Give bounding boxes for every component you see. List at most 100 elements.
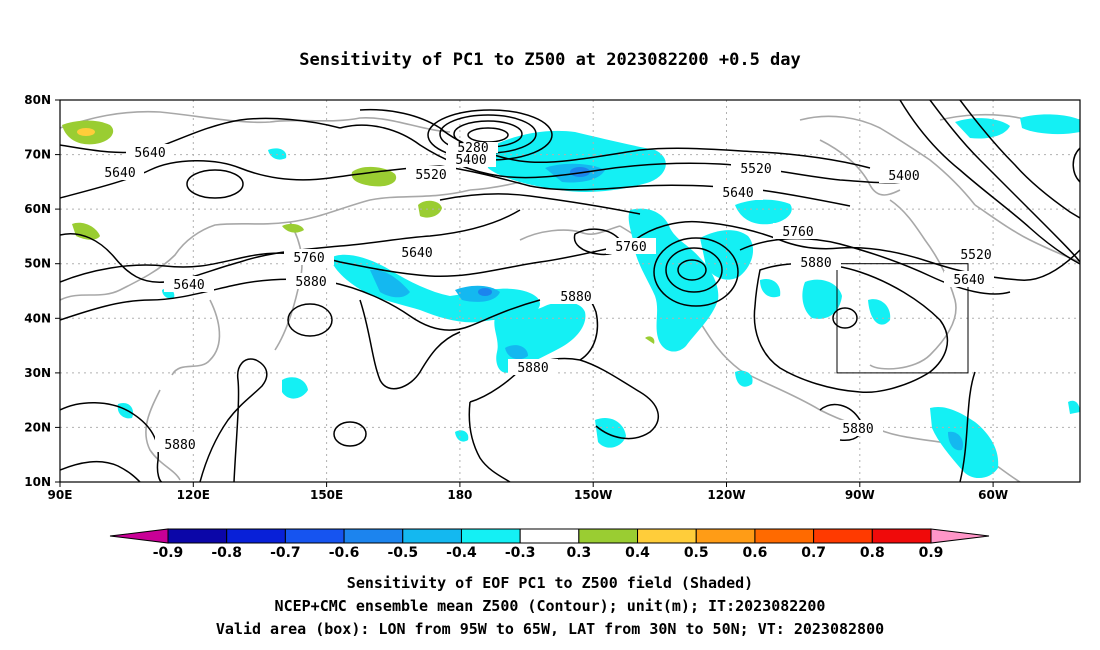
graticule xyxy=(60,100,1080,482)
contour-label: 5760 xyxy=(773,223,823,240)
map-title: Sensitivity of PC1 to Z500 at 2023082200… xyxy=(299,50,801,70)
negative-patch-strong xyxy=(948,431,964,451)
negative-patch xyxy=(268,148,287,160)
lat-label-20n: 20N xyxy=(24,420,51,434)
negative-patch xyxy=(735,199,792,225)
contour-label: 5640 xyxy=(713,184,763,201)
svg-text:5640: 5640 xyxy=(401,246,432,261)
svg-text:5640: 5640 xyxy=(104,166,135,181)
positive-patch xyxy=(72,222,100,240)
valid-area-box xyxy=(836,263,969,374)
negative-patch xyxy=(760,278,781,298)
svg-text:5760: 5760 xyxy=(615,240,646,255)
negative-patch-strong xyxy=(505,345,528,360)
svg-text:5640: 5640 xyxy=(722,186,753,201)
negative-patch xyxy=(485,130,666,193)
colorbar-label: 0.6 xyxy=(743,545,768,561)
contour-label: 5520 xyxy=(951,246,1001,263)
contour-label: 5880 xyxy=(551,288,601,305)
colorbar-swatch xyxy=(402,528,462,544)
contour-label: 5640 xyxy=(96,164,144,181)
lon-label-120e: 120E xyxy=(177,488,210,502)
contour-label: 5520 xyxy=(731,160,781,177)
contour-label: 5880 xyxy=(833,420,883,437)
contour-label: 5400 xyxy=(446,151,496,168)
positive-patch xyxy=(351,166,397,187)
contour-label: 5640 xyxy=(164,276,214,293)
positive-core xyxy=(77,128,95,136)
negative-patch xyxy=(700,230,754,280)
negative-patch xyxy=(1068,400,1080,414)
negative-patch xyxy=(282,377,308,399)
negative-patch xyxy=(1020,114,1080,135)
positive-patch xyxy=(282,223,304,233)
lat-label-10n: 10N xyxy=(24,475,51,489)
positive-patch xyxy=(645,336,655,344)
lon-label-120w: 120W xyxy=(707,488,745,502)
svg-text:5640: 5640 xyxy=(134,146,165,161)
negative-patch xyxy=(868,299,891,325)
contour-label: 5880 xyxy=(286,273,336,290)
svg-text:5400: 5400 xyxy=(888,169,919,184)
colorbar-swatch xyxy=(695,528,756,544)
negative-core xyxy=(478,288,492,296)
lat-label-80n: 80N xyxy=(24,93,51,107)
colorbar-label: 0.4 xyxy=(625,545,650,561)
latitude-labels: 80N 70N 60N 50N 40N 30N 20N 10N xyxy=(24,93,51,489)
colorbar-swatch xyxy=(343,528,404,544)
contour-labels: 5640 5640 5520 5400 5280 5640 5640 5760 … xyxy=(96,141,1001,453)
lat-label-60n: 60N xyxy=(24,202,51,216)
contour-label: 5520 xyxy=(406,166,456,183)
lon-label-90e: 90E xyxy=(48,488,73,502)
svg-text:5520: 5520 xyxy=(415,168,446,183)
colorbar-label: -0.5 xyxy=(387,545,418,561)
negative-patch xyxy=(930,406,999,479)
svg-text:5280: 5280 xyxy=(457,141,488,156)
colorbar-swatch xyxy=(284,528,345,544)
lat-label-70n: 70N xyxy=(24,148,51,162)
colorbar-swatch xyxy=(871,528,932,544)
svg-text:5520: 5520 xyxy=(960,248,991,263)
contour-label: 5640 xyxy=(944,271,994,288)
colorbar-swatch xyxy=(578,528,639,544)
contour-label: 5400 xyxy=(879,167,929,184)
lon-label-60w: 60W xyxy=(978,488,1008,502)
negative-patch xyxy=(735,370,753,387)
colorbar-swatch xyxy=(226,528,286,544)
svg-text:5880: 5880 xyxy=(560,290,591,305)
svg-text:5880: 5880 xyxy=(295,275,326,290)
svg-text:5520: 5520 xyxy=(740,162,771,177)
svg-text:5880: 5880 xyxy=(842,422,873,437)
colorbar-label: -0.9 xyxy=(153,545,184,561)
positive-patch xyxy=(418,200,442,218)
colorbar-swatch xyxy=(754,528,815,544)
svg-text:5640: 5640 xyxy=(953,273,984,288)
svg-text:5880: 5880 xyxy=(800,256,831,271)
contour-label: 5640 xyxy=(392,244,442,261)
contour-label: 5880 xyxy=(791,254,841,271)
caption-line-3: Valid area (box): LON from 95W to 65W, L… xyxy=(215,620,885,638)
lon-label-150w: 150W xyxy=(574,488,612,502)
svg-text:5760: 5760 xyxy=(293,251,324,266)
svg-text:5880: 5880 xyxy=(517,361,548,376)
colorbar-swatch xyxy=(460,528,521,544)
contour-label: 5760 xyxy=(606,238,656,255)
caption-line-1: Sensitivity of EOF PC1 to Z500 field (Sh… xyxy=(346,574,754,592)
svg-text:5880: 5880 xyxy=(164,438,195,453)
negative-patch xyxy=(117,402,134,419)
colorbar-swatch xyxy=(519,528,580,544)
negative-patch xyxy=(455,430,469,442)
colorbar-low-arrow xyxy=(109,528,169,544)
sensitivity-shading xyxy=(62,114,1080,479)
contour-label: 5880 xyxy=(155,436,205,453)
colorbar-label: 0.5 xyxy=(684,545,709,561)
lon-label-180: 180 xyxy=(447,488,472,502)
colorbar-label: -0.7 xyxy=(270,545,301,561)
contour-label: 5760 xyxy=(284,249,334,266)
caption-line-2: NCEP+CMC ensemble mean Z500 (Contour); u… xyxy=(274,597,826,615)
colorbar-label: -0.4 xyxy=(446,545,477,561)
svg-text:5760: 5760 xyxy=(782,225,813,240)
colorbar-swatch xyxy=(167,528,228,544)
lon-label-90w: 90W xyxy=(845,488,875,502)
